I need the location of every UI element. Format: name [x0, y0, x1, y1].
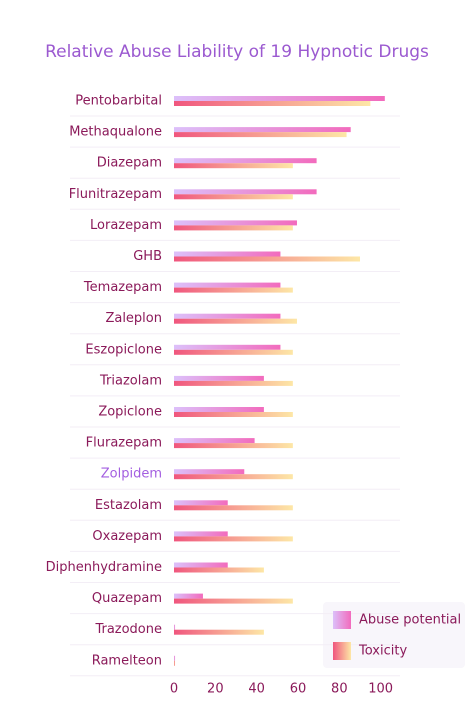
bar [174, 287, 293, 293]
bar [174, 132, 347, 138]
legend-label: Abuse potential [359, 613, 461, 628]
bar [174, 531, 228, 537]
bar [174, 96, 385, 101]
y-tick-label: Triazolam [99, 373, 162, 388]
bar [174, 313, 281, 319]
legend-swatch [333, 642, 351, 660]
y-tick-label: Trazodone [94, 622, 162, 637]
bar [174, 624, 176, 630]
bar [174, 282, 281, 288]
bar [174, 344, 281, 350]
y-tick-label: Ramelteon [92, 653, 162, 668]
bar [174, 380, 293, 386]
y-tick-label: Zopiclone [98, 405, 162, 420]
legend-label: Toxicity [358, 644, 407, 659]
bar [174, 189, 317, 195]
x-tick-label: 60 [290, 682, 307, 697]
bar [174, 474, 293, 480]
bar [174, 629, 264, 635]
bar [174, 194, 293, 200]
y-tick-label: Lorazepam [90, 218, 162, 233]
bar [174, 567, 264, 573]
y-tick-label: Estazolam [95, 498, 162, 513]
x-tick-label: 40 [248, 682, 265, 697]
bar [174, 225, 293, 231]
y-tick-label: Methaqualone [69, 125, 162, 140]
bar [174, 438, 255, 444]
bar [174, 562, 228, 568]
x-tick-label: 0 [170, 682, 178, 697]
bar [174, 127, 351, 133]
x-tick-label: 100 [368, 682, 393, 697]
bar [174, 655, 176, 661]
legend-box [323, 602, 465, 668]
bar [174, 469, 245, 475]
bar [174, 349, 293, 355]
bar [174, 536, 293, 542]
y-tick-label: Diazepam [97, 156, 162, 171]
y-tick-label: Diphenhydramine [46, 560, 162, 575]
bar [174, 412, 293, 417]
x-tick-label: 80 [331, 682, 348, 697]
y-tick-label: Flunitrazepam [69, 187, 162, 202]
bar [174, 163, 293, 169]
bar [174, 660, 176, 666]
bar [174, 407, 264, 412]
bar [174, 251, 281, 257]
y-tick-label: Quazepam [92, 591, 162, 606]
y-tick-label: Temazepam [83, 280, 162, 295]
y-tick-label: GHB [133, 249, 162, 264]
bar [174, 598, 293, 604]
y-tick-label: Zaleplon [105, 311, 162, 326]
y-tick-label: Zolpidem [101, 467, 162, 482]
bar [174, 505, 293, 511]
bar [174, 256, 360, 262]
x-tick-label: 20 [207, 682, 224, 697]
chart-title: Relative Abuse Liability of 19 Hypnotic … [45, 42, 429, 62]
bar [174, 158, 317, 164]
y-tick-label: Flurazepam [86, 436, 162, 451]
bar [174, 375, 264, 381]
legend-swatch [333, 611, 351, 629]
bar [174, 500, 228, 506]
bar [174, 220, 297, 226]
y-tick-label: Eszopiclone [85, 342, 162, 357]
y-tick-label: Pentobarbital [75, 94, 162, 109]
bar [174, 593, 203, 599]
y-tick-label: Oxazepam [92, 529, 162, 544]
bar [174, 318, 297, 324]
bar [174, 101, 371, 106]
bar [174, 443, 293, 449]
